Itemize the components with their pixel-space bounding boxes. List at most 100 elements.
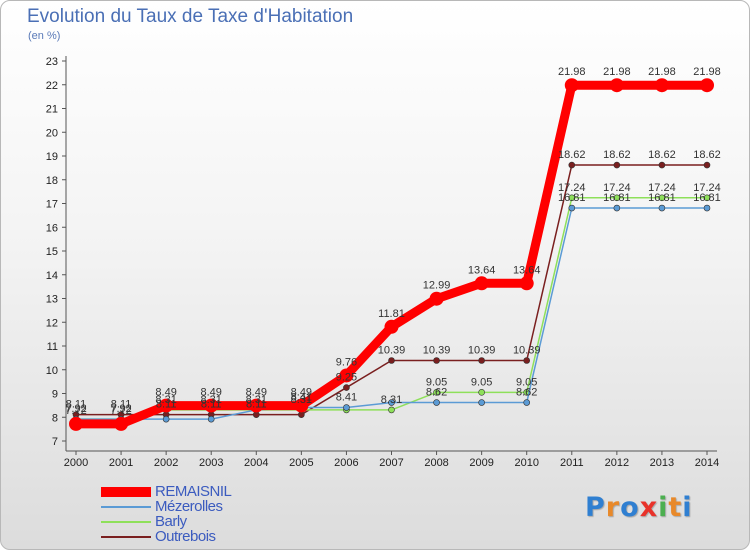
data-label: 8.11	[156, 399, 177, 411]
data-point-0	[519, 276, 534, 291]
data-label: 8.49	[155, 387, 176, 399]
data-label: 16.81	[603, 192, 631, 204]
x-tick-label: 2006	[334, 457, 358, 469]
y-tick-label: 18	[46, 175, 58, 187]
data-label: 18.62	[558, 149, 586, 161]
data-point-0	[654, 78, 669, 93]
legend-label: Barly	[155, 513, 187, 530]
legend-swatch	[101, 487, 151, 497]
data-label: 8.31	[291, 394, 312, 406]
logo-letter: x	[639, 492, 659, 523]
legend-label: Mézerolles	[155, 498, 223, 515]
data-point-3	[703, 161, 711, 169]
data-label: 17.24	[603, 182, 631, 194]
data-point-1	[343, 404, 350, 411]
logo-letter: r	[605, 492, 621, 523]
x-tick-label: 2010	[514, 457, 538, 469]
data-label: 8.31	[201, 394, 222, 406]
data-label: 21.98	[603, 66, 631, 78]
data-label: 17.24	[558, 182, 586, 194]
data-point-0	[474, 276, 489, 291]
data-point-2	[613, 194, 621, 202]
data-label: 18.62	[603, 149, 631, 161]
data-point-3	[343, 384, 350, 391]
data-point-0	[114, 416, 129, 431]
data-label: 7.72	[65, 405, 86, 417]
data-point-1	[523, 399, 531, 406]
data-label: 8.11	[201, 399, 222, 411]
data-label: 17.24	[693, 182, 721, 194]
data-label: 8.49	[246, 387, 267, 399]
data-point-3	[568, 161, 576, 169]
legend-label: Outrebois	[155, 528, 216, 545]
data-label: 8.41	[291, 392, 312, 404]
x-tick-label: 2009	[469, 457, 493, 469]
data-label: 8.62	[426, 387, 447, 399]
data-label: 9.25	[336, 372, 357, 384]
logo-letter: t	[668, 492, 683, 523]
y-tick-label: 20	[46, 127, 58, 139]
data-point-0	[249, 398, 264, 413]
y-tick-label: 10	[46, 365, 58, 377]
data-point-2	[478, 389, 485, 396]
data-label: 8.11	[111, 399, 132, 411]
data-point-0	[69, 416, 83, 431]
x-tick-label: 2013	[650, 457, 674, 469]
data-label: 10.39	[378, 344, 406, 356]
data-label: 7.92	[65, 403, 86, 415]
chart-title: Evolution du Taux de Taxe d'Habitation	[27, 6, 354, 27]
data-point-3	[523, 357, 531, 364]
logo-letter: i	[658, 492, 669, 523]
data-point-3	[478, 357, 485, 364]
data-label: 21.98	[558, 66, 586, 78]
y-tick-label: 11	[47, 341, 58, 353]
data-point-0	[294, 398, 309, 413]
data-label: 13.64	[468, 264, 496, 276]
data-label: 18.62	[693, 149, 721, 161]
y-tick-label: 14	[46, 270, 58, 282]
x-tick-label: 2011	[560, 457, 584, 469]
data-label: 8.41	[336, 392, 357, 404]
data-label: 9.05	[426, 376, 447, 388]
x-tick-label: 2014	[695, 457, 719, 469]
y-tick-label: 23	[46, 56, 58, 68]
data-label: 7.92	[110, 403, 131, 415]
data-point-0	[609, 78, 624, 93]
y-tick-label: 7	[52, 436, 58, 448]
data-point-1	[162, 415, 170, 423]
data-label: 13.64	[513, 264, 541, 276]
data-label: 8.11	[246, 399, 267, 411]
data-point-1	[658, 204, 666, 212]
data-point-2	[658, 194, 666, 202]
x-tick-label: 2000	[64, 457, 88, 469]
data-point-0	[159, 398, 174, 413]
data-label: 16.81	[693, 192, 721, 204]
y-tick-label: 21	[46, 104, 58, 116]
data-point-1	[207, 415, 215, 423]
data-point-0	[564, 78, 579, 93]
data-point-3	[658, 161, 666, 169]
data-label: 10.39	[468, 344, 496, 356]
data-label: 8.62	[516, 387, 537, 399]
data-point-1	[703, 204, 711, 212]
y-tick-label: 9	[52, 389, 58, 401]
data-point-3	[613, 161, 621, 169]
logo-letter: i	[682, 492, 693, 523]
y-tick-label: 13	[46, 294, 58, 306]
y-tick-label: 19	[46, 151, 58, 163]
data-point-1	[478, 399, 485, 406]
data-point-2	[388, 406, 395, 414]
y-tick-label: 8	[52, 412, 58, 424]
series-line-0	[71, 80, 712, 429]
chart-subtitle: (en %)	[28, 30, 61, 42]
data-label: 16.81	[558, 192, 586, 204]
data-label: 17.24	[648, 182, 676, 194]
x-tick-label: 2002	[154, 457, 178, 469]
data-label: 8.31	[381, 394, 402, 406]
data-label: 18.62	[648, 149, 676, 161]
legend-swatch	[101, 536, 151, 538]
legend-label: REMAISNIL	[155, 483, 232, 500]
data-point-2	[568, 194, 576, 202]
data-point-0	[339, 368, 354, 383]
